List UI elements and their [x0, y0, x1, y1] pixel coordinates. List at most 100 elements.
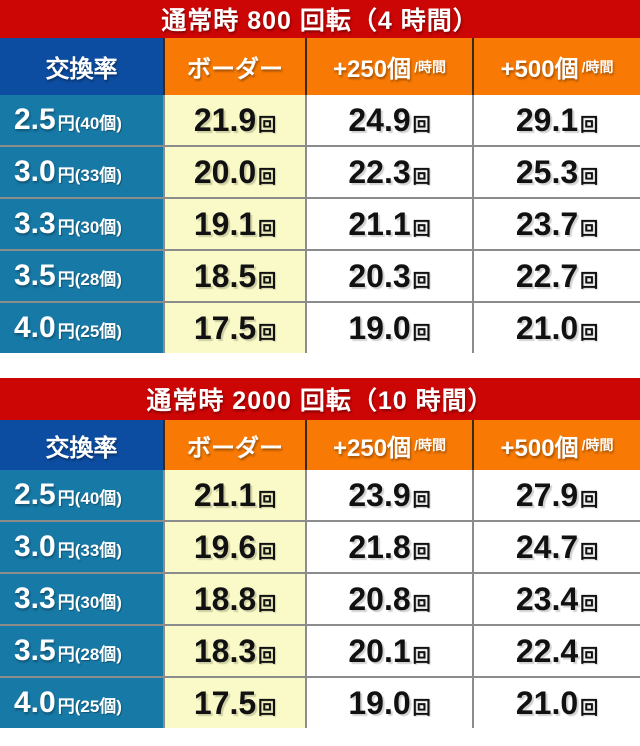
border-cell: 21.9 回 — [165, 95, 305, 145]
unit-label: 回 — [580, 218, 599, 239]
unit-label: 回 — [412, 645, 431, 666]
rate-cell: 2.5 円(40個) — [0, 470, 163, 520]
unit-label: 回 — [580, 489, 599, 510]
plus500-cell: 24.7 回 — [474, 522, 640, 572]
unit-label: 回 — [580, 166, 599, 187]
plus500-cell: 23.4 回 — [474, 574, 640, 624]
plus250-cell: 19.0 回 — [307, 678, 472, 728]
plus250-cell: 24.9 回 — [307, 95, 472, 145]
rate-value: 3.3 — [14, 207, 56, 240]
header-row: 交換率 ボーダー +250個 /時間 +500個 /時間 — [0, 38, 640, 95]
border-cell: 21.1 回 — [165, 470, 305, 520]
plus500-cell: 22.7 回 — [474, 251, 640, 301]
rate-note: 円(28個) — [57, 645, 122, 664]
unit-label: 回 — [258, 322, 277, 343]
plus250-value: 20.8 — [348, 580, 411, 617]
header-plus250: +250個 /時間 — [307, 38, 472, 95]
border-cell: 17.5 回 — [165, 303, 305, 353]
rate-value: 3.5 — [14, 634, 56, 667]
rate-value: 2.5 — [14, 478, 56, 511]
plus250-cell: 21.8 回 — [307, 522, 472, 572]
unit-label: 回 — [258, 166, 277, 187]
plus250-cell: 21.1 回 — [307, 199, 472, 249]
unit-label: 回 — [580, 645, 599, 666]
rate-note: 円(33個) — [57, 166, 122, 185]
rate-cell: 3.0 円(33個) — [0, 147, 163, 197]
plus500-cell: 21.0 回 — [474, 678, 640, 728]
unit-label: 回 — [412, 541, 431, 562]
rate-cell: 3.5 円(28個) — [0, 251, 163, 301]
plus250-value: 21.8 — [348, 528, 411, 565]
rate-value: 4.0 — [14, 311, 56, 344]
header-plus250-main: +250個 — [333, 434, 412, 462]
rate-value: 3.5 — [14, 259, 56, 292]
unit-label: 回 — [258, 593, 277, 614]
border-cell: 17.5 回 — [165, 678, 305, 728]
rate-cell: 3.3 円(30個) — [0, 199, 163, 249]
rate-cell: 3.3 円(30個) — [0, 574, 163, 624]
unit-label: 回 — [580, 322, 599, 343]
header-plus500-main: +500個 — [500, 434, 579, 462]
unit-label: 回 — [412, 166, 431, 187]
unit-label: 回 — [412, 489, 431, 510]
rate-value: 4.0 — [14, 686, 56, 719]
plus250-value: 22.3 — [348, 153, 411, 190]
unit-label: 回 — [580, 697, 599, 718]
unit-label: 回 — [258, 697, 277, 718]
unit-label: 回 — [580, 114, 599, 135]
plus500-value: 22.4 — [515, 632, 579, 669]
header-plus500: +500個 /時間 — [474, 420, 640, 470]
header-plus500: +500個 /時間 — [474, 38, 640, 95]
plus250-cell: 20.1 回 — [307, 626, 472, 676]
plus250-value: 19.0 — [348, 684, 411, 721]
plus500-value: 21.0 — [515, 309, 579, 346]
unit-label: 回 — [412, 322, 431, 343]
plus500-cell: 29.1 回 — [474, 95, 640, 145]
plus250-value: 21.1 — [348, 205, 411, 242]
rate-cell: 3.5 円(28個) — [0, 626, 163, 676]
plus250-value: 20.3 — [348, 257, 411, 294]
header-plus500-unit: /時間 — [581, 58, 614, 75]
border-value: 19.1 — [193, 205, 257, 242]
header-exchange-rate: 交換率 — [0, 420, 163, 470]
border-cell: 19.6 回 — [165, 522, 305, 572]
rate-cell: 4.0 円(25個) — [0, 678, 163, 728]
plus250-cell: 20.3 回 — [307, 251, 472, 301]
plus250-cell: 22.3 回 — [307, 147, 472, 197]
plus500-value: 22.7 — [515, 257, 579, 294]
unit-label: 回 — [412, 697, 431, 718]
border-value: 17.5 — [193, 684, 257, 721]
header-plus250-unit: /時間 — [414, 58, 446, 75]
plus500-value: 23.7 — [515, 205, 579, 242]
rate-note: 円(25個) — [57, 322, 122, 341]
plus500-cell: 22.4 回 — [474, 626, 640, 676]
rate-note: 円(40個) — [57, 489, 122, 508]
table-body: 2.5 円(40個) 21.1 回 23.9 回 27.9 回 3.0 円(33個) 19… — [0, 470, 640, 728]
unit-label: 回 — [580, 541, 599, 562]
border-value: 18.8 — [193, 580, 257, 617]
unit-label: 回 — [258, 114, 277, 135]
border-cell: 18.8 回 — [165, 574, 305, 624]
header-border: ボーダー — [165, 38, 305, 95]
unit-label: 回 — [258, 541, 277, 562]
rate-value: 3.3 — [14, 582, 56, 615]
border-value: 17.5 — [193, 309, 257, 346]
unit-label: 回 — [258, 270, 277, 291]
plus250-value: 23.9 — [348, 476, 411, 513]
section-divider — [0, 353, 640, 378]
unit-label: 回 — [412, 218, 431, 239]
rate-value: 3.0 — [14, 155, 56, 188]
header-plus250-main: +250個 — [333, 56, 412, 83]
border-cell: 19.1 回 — [165, 199, 305, 249]
border-cell: 18.5 回 — [165, 251, 305, 301]
border-cell: 20.0 回 — [165, 147, 305, 197]
header-plus250: +250個 /時間 — [307, 420, 472, 470]
plus500-value: 23.4 — [515, 580, 579, 617]
unit-label: 回 — [258, 645, 277, 666]
rate-note: 円(28個) — [57, 270, 122, 289]
rate-cell: 3.0 円(33個) — [0, 522, 163, 572]
header-exchange-rate: 交換率 — [0, 38, 163, 95]
plus250-value: 19.0 — [348, 309, 411, 346]
plus250-cell: 23.9 回 — [307, 470, 472, 520]
plus500-cell: 23.7 回 — [474, 199, 640, 249]
